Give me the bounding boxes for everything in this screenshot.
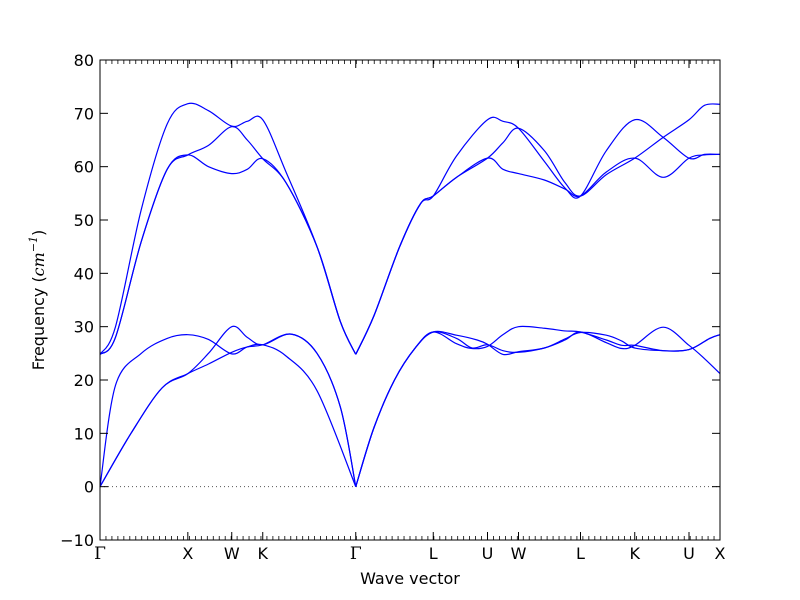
band-5-segment-2	[355, 103, 721, 355]
band-3-segment-1	[99, 325, 357, 487]
y-axis-label-unit: cm	[29, 252, 48, 276]
y-axis-label: Frequency (cm−1)	[27, 230, 48, 371]
y-tick-label: 0	[84, 478, 94, 497]
x-tick-label: Γ	[94, 544, 106, 564]
x-tick-label: K	[630, 544, 641, 563]
y-tick-label: −10	[60, 531, 94, 550]
band-1-segment-1	[99, 334, 357, 487]
x-tick-label: L	[576, 544, 585, 563]
y-tick-label: 40	[74, 264, 94, 283]
x-axis-label: Wave vector	[360, 569, 460, 588]
band-6-segment-1	[99, 102, 357, 355]
x-tick-label: U	[683, 544, 695, 563]
band-6-segment-2	[355, 116, 721, 355]
y-tick-label: 80	[74, 51, 94, 70]
y-tick-label: 70	[74, 104, 94, 123]
minor-ticks	[99, 60, 721, 540]
band-2-segment-1	[99, 333, 357, 487]
x-tick-label: X	[715, 544, 726, 563]
x-tick-label: W	[224, 544, 240, 563]
y-tick-label: 60	[74, 158, 94, 177]
band-3-segment-2	[355, 325, 721, 487]
band-5-segment-1	[99, 126, 357, 355]
x-tick-label: K	[258, 544, 269, 563]
y-axis-ticks: −10 0 10 20 30 40 50 60 70 80	[60, 51, 720, 550]
band-4-segment-1	[99, 154, 357, 355]
y-axis-label-suffix: )	[29, 230, 48, 236]
series-layer	[99, 102, 721, 487]
x-tick-label: Γ	[350, 544, 362, 564]
x-tick-label: L	[429, 544, 438, 563]
x-tick-label: U	[482, 544, 494, 563]
x-tick-label: W	[511, 544, 527, 563]
y-axis-label-prefix: Frequency (	[29, 276, 48, 370]
y-tick-label: 20	[74, 371, 94, 390]
y-tick-label: 10	[74, 424, 94, 443]
x-tick-label: X	[182, 544, 193, 563]
plot-frame	[99, 59, 721, 541]
band-4-segment-2	[355, 153, 721, 355]
y-tick-label: 50	[74, 211, 94, 230]
y-axis-label-exponent: −1	[27, 236, 40, 252]
y-tick-label: 30	[74, 318, 94, 337]
